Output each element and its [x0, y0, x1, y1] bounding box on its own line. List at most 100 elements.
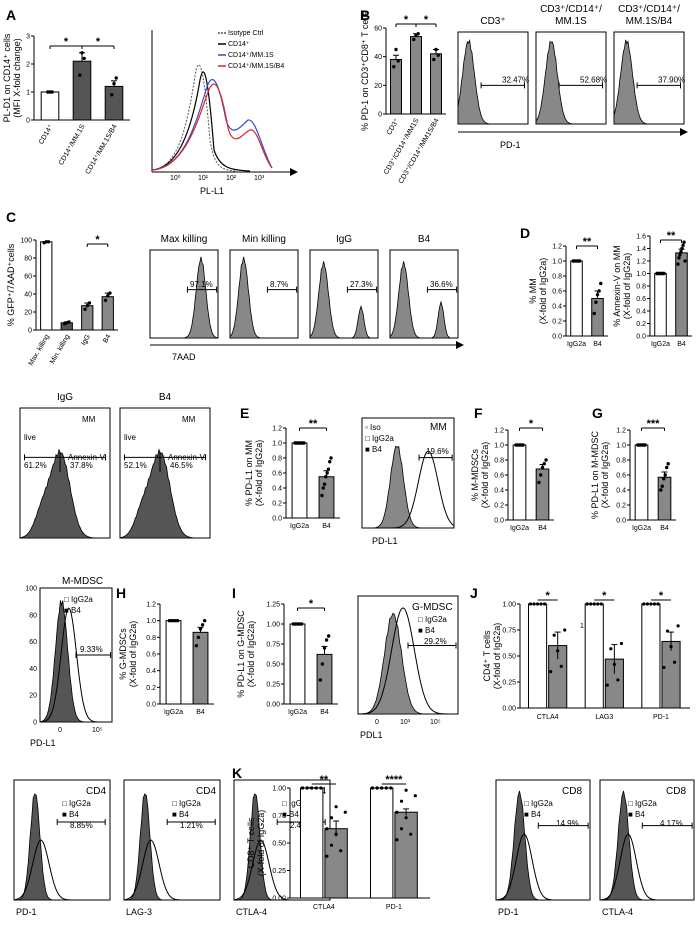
x-tick: 10⁰ — [170, 174, 181, 182]
bar — [410, 36, 422, 115]
data-point — [666, 462, 670, 466]
y-axis-label: PL-D1 on CD14⁺ cells — [2, 33, 12, 122]
data-point — [652, 602, 657, 606]
bar — [370, 787, 394, 899]
gate-percentage: 8.85% — [70, 821, 93, 830]
significance-stars: * — [529, 418, 534, 430]
data-point — [200, 623, 205, 627]
data-point — [645, 602, 649, 606]
bar — [40, 241, 53, 331]
data-point — [320, 493, 324, 498]
y-tick-label: 0.0 — [494, 518, 504, 525]
data-point — [544, 458, 548, 462]
y-tick-label: 1.25 — [266, 602, 280, 609]
y-tick-label: 100 — [20, 238, 32, 245]
gate-percentage: 19.6% — [426, 447, 449, 456]
legend-igg2a: □ IgG2a — [628, 799, 657, 808]
y-tick-label: 0.25 — [266, 682, 280, 689]
histogram-curve — [309, 261, 378, 339]
bar — [641, 603, 661, 709]
y-axis-label: % MM — [528, 278, 538, 304]
histogram-curve — [19, 448, 110, 539]
x-category-label: IgG2a — [510, 525, 529, 532]
data-point — [334, 832, 338, 836]
x-tick: 10² — [226, 175, 237, 182]
overlay-curve — [599, 833, 694, 901]
gate-pct-live: 52.1% — [124, 461, 147, 470]
gate-percentage: 27.3% — [350, 280, 373, 289]
y-tick-label: 0.4 — [146, 668, 156, 675]
panel-b-bar-chart: 0204060CD3⁺CD3⁺/CD14⁺/MM1SCD3⁺/CD14⁺/MM1… — [360, 11, 446, 185]
data-point — [672, 660, 677, 664]
significance-stars: * — [309, 598, 314, 610]
significance-stars: ** — [583, 236, 592, 248]
overlay-curve — [233, 839, 330, 901]
y-tick-label: 0.6 — [494, 473, 504, 480]
y-axis-label: (X-fold of IgG2a) — [600, 442, 610, 509]
data-point — [535, 602, 540, 606]
gate-percentage: 1.21% — [180, 821, 203, 830]
x-category-label: IgG — [80, 334, 92, 347]
plot-tag: CD4 — [196, 786, 216, 797]
data-point — [412, 37, 416, 42]
data-point — [678, 253, 682, 257]
significance-stars: ** — [309, 418, 318, 430]
data-point — [322, 482, 327, 486]
gate-pct-annexin: 46.5% — [170, 461, 193, 470]
y-tick-label: 0.4 — [552, 304, 562, 311]
x-axis-label: PDL1 — [360, 730, 383, 740]
data-point — [605, 683, 609, 687]
data-point — [326, 467, 331, 471]
data-point — [434, 47, 438, 52]
y-tick-label: 0.6 — [272, 471, 282, 478]
y-tick-label: 0.6 — [146, 652, 156, 659]
annotation-note: 1 — [580, 623, 584, 630]
y-axis-label: (MFI X-fold change) — [12, 38, 22, 118]
y-tick-label: 60 — [24, 274, 32, 281]
y-tick-label: 1.0 — [636, 271, 646, 278]
data-point — [322, 646, 327, 650]
gate-label-annexin: Annexin-V — [168, 453, 206, 462]
data-point — [299, 622, 304, 626]
bar — [528, 603, 548, 709]
y-tick-label: 0.2 — [494, 503, 504, 510]
data-point — [609, 647, 613, 651]
panel-e-histogram: MM ▫ Iso □ IgG2a ■ B4 19.6% PD-L1 — [361, 417, 455, 546]
bar — [192, 631, 209, 705]
data-point — [679, 249, 683, 254]
panel-label-d: D — [520, 225, 530, 241]
bar — [661, 640, 681, 709]
overlay-curve — [357, 607, 459, 715]
x-category-label: B4 — [660, 525, 669, 532]
bar — [654, 273, 667, 337]
gate-percentage: 97.1% — [190, 280, 213, 289]
panel-label-c: C — [6, 209, 16, 225]
data-point — [543, 602, 547, 606]
data-point — [662, 477, 666, 481]
data-point — [594, 300, 598, 304]
data-point — [194, 643, 199, 648]
data-point — [681, 243, 685, 248]
data-point — [325, 471, 329, 475]
x-category-label: IgG2a — [632, 525, 651, 532]
histogram-title: CD3⁺/CD14⁺/ — [618, 4, 680, 15]
y-axis-label: % PD-L1 on M-MDSC — [590, 430, 600, 519]
y-tick-label: 0.50 — [266, 662, 280, 669]
x-category-label: IgG2a — [164, 709, 183, 716]
panel-label-h: H — [116, 585, 126, 601]
panel-label-j: J — [470, 585, 478, 601]
data-point — [175, 618, 180, 623]
gate-percentage: 4.17% — [660, 819, 683, 828]
panel-label-b: B — [360, 7, 370, 23]
data-point — [319, 786, 323, 790]
histogram-title: Max killing — [161, 234, 208, 245]
bar — [101, 296, 114, 331]
plot-tag: M-MDSC — [62, 576, 103, 587]
y-tick-label: 20 — [24, 310, 32, 317]
legend-b4: ■ B4 — [628, 810, 645, 819]
legend-cd14: CD14⁺ — [228, 41, 250, 48]
significance-stars: *** — [647, 418, 661, 430]
y-tick-label: 0.50 — [272, 841, 286, 848]
x-category-label: B4 — [593, 341, 602, 348]
